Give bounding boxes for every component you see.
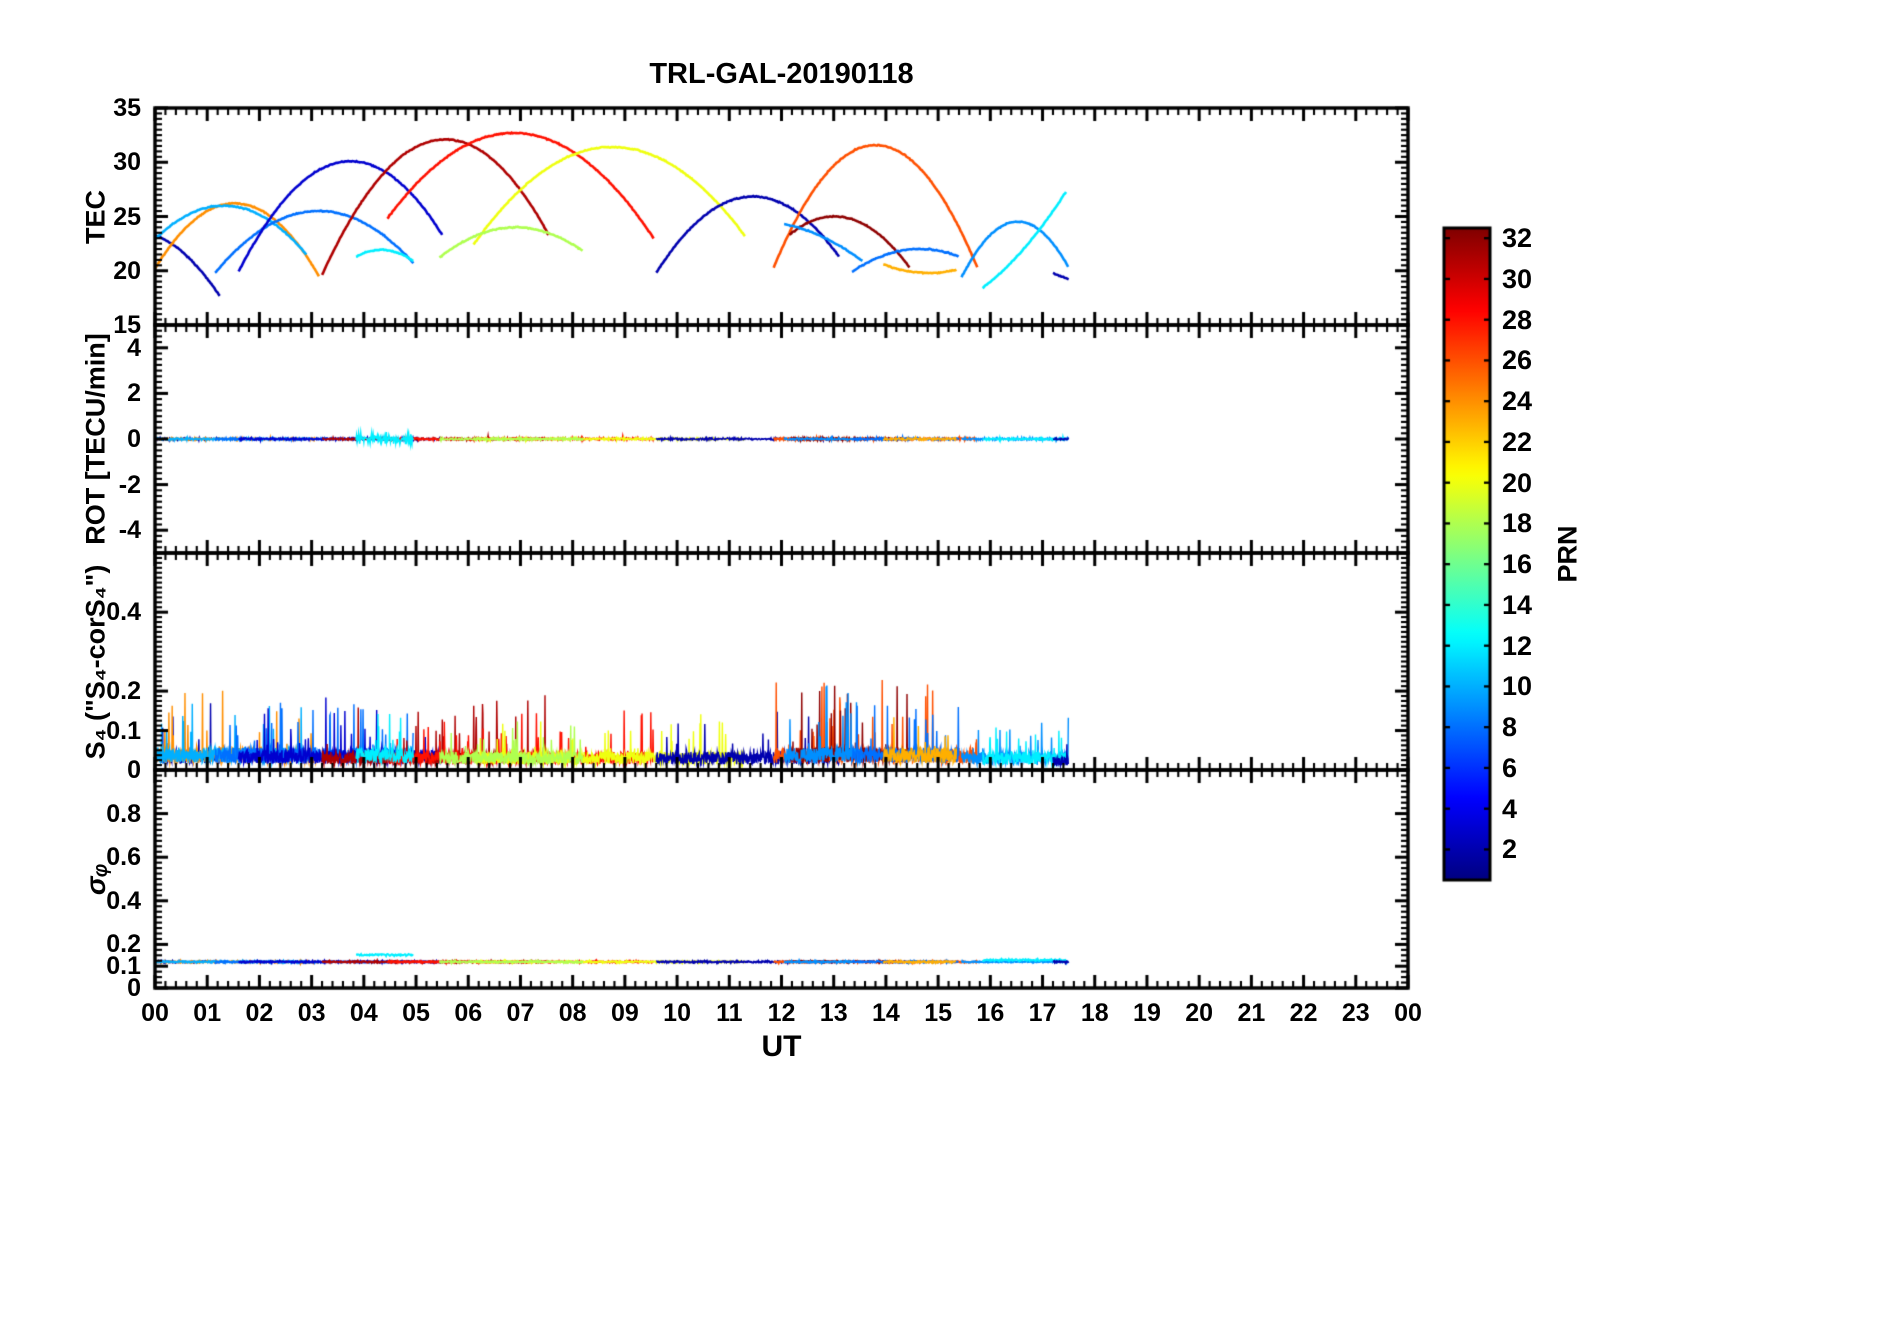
x-tick-label: 18 (1080, 999, 1109, 1027)
y-tick-label: 0.4 (106, 886, 141, 915)
x-tick-label: 14 (872, 999, 900, 1027)
y-tick-label: 0.4 (106, 598, 141, 627)
y-tick-label: 0 (127, 974, 141, 1002)
y-tick-label: 0 (127, 425, 141, 453)
y-tick-label: 0 (127, 756, 141, 784)
x-tick-label: 20 (1185, 999, 1214, 1027)
colorbar-tick-label: 26 (1502, 345, 1533, 376)
colorbar-tick-label: 14 (1502, 589, 1533, 620)
colorbar-tick-label: 4 (1502, 793, 1518, 824)
x-tick-label: 23 (1341, 999, 1370, 1027)
colorbar-tick-label: 6 (1502, 752, 1518, 783)
colorbar-tick-label: 8 (1502, 712, 1518, 743)
x-tick-label: 00 (141, 999, 169, 1027)
colorbar-tick-label: 12 (1502, 630, 1533, 661)
x-tick-label: 11 (716, 999, 743, 1027)
y-tick-label: 15 (113, 311, 141, 339)
colorbar-tick-label: 22 (1502, 426, 1533, 457)
y-tick-label: 0.1 (106, 716, 141, 745)
x-tick-label: 02 (245, 999, 274, 1027)
x-tick-label: 08 (558, 999, 587, 1027)
x-tick-label: 05 (402, 999, 430, 1027)
y-tick-label: 0.8 (106, 799, 141, 828)
x-tick-label: 10 (663, 999, 691, 1027)
colorbar-tick-label: 30 (1502, 263, 1533, 294)
colorbar-tick-label: 24 (1502, 386, 1533, 417)
y-tick-label: 0.6 (106, 843, 141, 872)
y-tick-label: 30 (113, 148, 141, 177)
x-tick-label: 01 (193, 999, 222, 1027)
x-tick-label: 12 (767, 999, 796, 1027)
y-tick-label: 4 (127, 333, 141, 362)
y-tick-label: -2 (118, 470, 141, 499)
y-tick-label: 25 (113, 202, 141, 231)
x-tick-label: 22 (1289, 999, 1318, 1027)
colorbar-tick-label: 10 (1502, 671, 1533, 702)
chart-title: TRL-GAL-20190118 (649, 58, 914, 90)
y-tick-label: -4 (118, 516, 141, 545)
colorbar-tick-label: 16 (1502, 549, 1533, 580)
y-tick-label: 0.1 (106, 952, 141, 981)
x-tick-label: 13 (819, 999, 848, 1027)
x-axis-label: UT (761, 1030, 802, 1063)
x-tick-label: 07 (506, 999, 535, 1027)
y-tick-label: 2 (127, 379, 141, 408)
colorbar-tick-label: 32 (1502, 223, 1533, 254)
x-tick-label: 16 (976, 999, 1005, 1027)
colorbar-tick-label: 18 (1502, 508, 1533, 539)
y-tick-label: 20 (113, 256, 141, 285)
colorbar-tick-label: 28 (1502, 304, 1533, 335)
colorbar-tick-label: 2 (1502, 834, 1518, 865)
colorbar-tick-label: 20 (1502, 467, 1533, 498)
x-tick-label: 17 (1028, 999, 1057, 1027)
y-tick-label: 35 (113, 94, 141, 122)
x-tick-label: 04 (349, 999, 378, 1027)
x-tick-label: 00 (1394, 999, 1422, 1027)
x-tick-label: 19 (1133, 999, 1161, 1027)
y-tick-label: 0.2 (106, 930, 141, 959)
x-tick-label: 09 (610, 999, 639, 1027)
x-tick-label: 06 (454, 999, 483, 1027)
x-tick-label: 15 (924, 999, 953, 1027)
x-tick-label: 03 (297, 999, 326, 1027)
colorbar-label: PRN (1552, 525, 1583, 583)
y-tick-label: 0.2 (106, 677, 141, 706)
x-tick-label: 21 (1237, 999, 1266, 1027)
